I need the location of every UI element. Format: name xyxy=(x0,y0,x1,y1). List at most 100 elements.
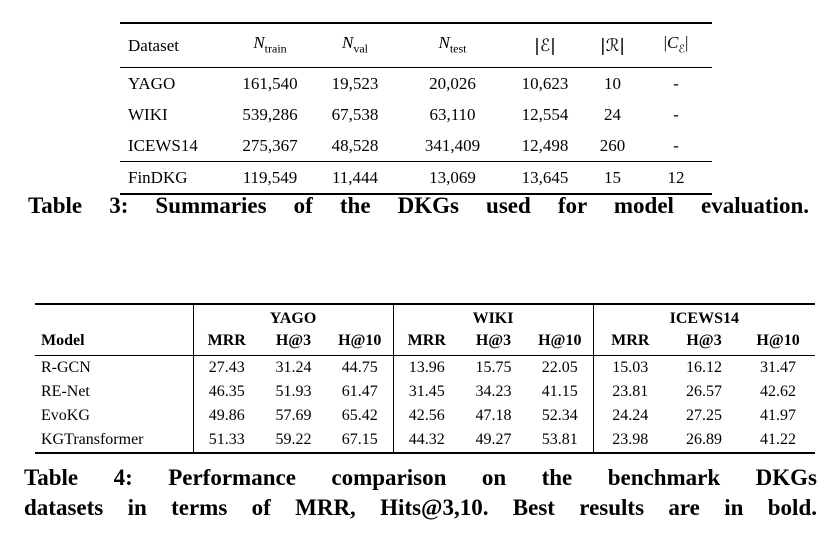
table4-row: R-GCN 27.43 31.24 44.75 13.96 15.75 22.05 15.03… xyxy=(35,355,815,380)
metric-header-h3: H@3 xyxy=(667,329,742,356)
entities-symbol: |ℰ| xyxy=(534,35,556,56)
metric-value-cell: 15.75 xyxy=(475,359,512,376)
metric-value-cell: 51.93 xyxy=(275,383,312,400)
dataset-stat-cell: - xyxy=(673,105,679,125)
metric-value-cell: 59.22 xyxy=(275,431,312,448)
metric-value-cell: 44.75 xyxy=(341,359,378,376)
table4-row: EvoKG 49.86 57.69 65.42 42.56 47.18 52.34 24.24… xyxy=(35,404,815,428)
metric-header-mrr: MRR xyxy=(592,329,668,356)
dataset-stat-cell: 275,367 xyxy=(242,136,298,156)
table4-row: KGTransformer 51.33 59.22 67.15 44.32 49.27 53… xyxy=(35,428,815,453)
metric-value-cell: 57.69 xyxy=(275,407,312,424)
metric-value-cell: 49.86 xyxy=(192,404,260,428)
table3-header-dataset: Dataset xyxy=(120,23,230,69)
metric-value-cell: 31.47 xyxy=(760,359,797,376)
metric-value-cell: 41.22 xyxy=(760,431,797,448)
table3-header-num-entities: |ℰ| xyxy=(505,23,585,69)
table3-header-nval: Nval xyxy=(310,23,400,69)
n-symbol: N xyxy=(341,33,354,52)
table3-body: YAGO 161,540 19,523 20,026 10,623 10 - WIKI 539,… xyxy=(120,68,712,195)
metric-value-cell: 31.45 xyxy=(392,380,461,404)
metric-value-cell: 47.18 xyxy=(475,407,512,424)
metric-value-cell: 51.33 xyxy=(192,428,260,453)
dataset-stat-cell: 13,069 xyxy=(400,161,505,195)
dataset-stat-cell: 12 xyxy=(640,161,712,195)
metric-value-cell: 34.23 xyxy=(475,383,512,400)
dataset-stat-cell: 539,286 xyxy=(242,105,298,125)
dataset-stat-cell: 67,538 xyxy=(331,105,379,125)
metric-value-cell: 22.05 xyxy=(541,359,578,376)
metric-value-cell: 65.42 xyxy=(341,407,378,424)
dataset-stat-cell: 341,409 xyxy=(424,136,481,156)
metric-value-cell: 23.81 xyxy=(592,380,668,404)
metric-value-cell: 52.34 xyxy=(541,407,578,424)
dataset-stat-cell: 119,549 xyxy=(230,161,310,195)
dataset-stat-cell: 48,528 xyxy=(331,136,379,156)
metric-value-cell: 27.25 xyxy=(686,407,723,424)
metric-header-h3: H@3 xyxy=(460,329,528,356)
metric-header-mrr: MRR xyxy=(192,329,260,356)
table3-row: YAGO 161,540 19,523 20,026 10,623 10 - xyxy=(120,68,712,100)
metric-value-cell: 41.97 xyxy=(760,407,797,424)
table4-caption-line2: datasets in terms of MRR, Hits@3,10. Bes… xyxy=(24,495,817,520)
table3-row: WIKI 539,286 67,538 63,110 12,554 24 - xyxy=(120,99,712,130)
metric-value-cell: 16.12 xyxy=(686,359,723,376)
table3-header-num-relations: |ℛ| xyxy=(585,23,640,69)
metric-header-mrr: MRR xyxy=(392,329,461,356)
model-name-cell: EvoKG xyxy=(41,407,90,424)
metric-value-cell: 13.96 xyxy=(392,355,461,380)
table4-metric-header-row: Model MRR H@3 H@10 MRR H@3 H@10 MRR H@3 … xyxy=(35,329,816,356)
metric-value-cell: 42.62 xyxy=(760,383,797,400)
group-header-yago: YAGO xyxy=(192,304,394,329)
dataset-stat-cell: - xyxy=(673,136,679,156)
dataset-stat-cell: - xyxy=(673,74,679,94)
table4-caption-line1: Table 4: Performance comparison on the b… xyxy=(24,465,817,490)
table4-caption: Table 4: Performance comparison on the b… xyxy=(24,463,817,523)
model-name-cell: RE-Net xyxy=(41,383,90,400)
metric-value-cell: 46.35 xyxy=(192,380,260,404)
metric-value-cell: 42.56 xyxy=(392,404,461,428)
dataset-name-cell: FinDKG xyxy=(120,161,230,195)
categories-subscript: ℰ xyxy=(678,42,685,56)
metric-value-cell: 44.32 xyxy=(392,428,461,453)
metric-header-h10: H@10 xyxy=(527,329,594,356)
table4-body: R-GCN 27.43 31.24 44.75 13.96 15.75 22.05 15.03… xyxy=(35,355,815,453)
metric-value-cell: 61.47 xyxy=(341,383,378,400)
metric-value-cell: 15.03 xyxy=(592,355,668,380)
table3-header-num-categories: |Cℰ| xyxy=(640,23,712,69)
metric-header-h10: H@10 xyxy=(741,329,816,356)
dataset-stat-cell: 12,498 xyxy=(521,136,569,156)
model-name-cell: KGTransformer xyxy=(41,431,144,448)
model-column-header: Model xyxy=(35,329,193,356)
metric-value-cell: 49.27 xyxy=(475,431,512,448)
table3-header-ntrain: Ntrain xyxy=(230,23,310,69)
metric-header-h10: H@10 xyxy=(327,329,394,356)
dataset-name-cell: ICEWS14 xyxy=(128,136,198,156)
dataset-stat-cell: 24 xyxy=(604,105,621,125)
model-name-cell: R-GCN xyxy=(41,359,91,376)
dataset-stat-cell: 11,444 xyxy=(310,161,400,195)
table4-benchmark-results: YAGO WIKI ICEWS14 Model MRR H@3 H@10 MRR… xyxy=(35,303,816,454)
table3-caption: Table 3: Summaries of the DKGs used for … xyxy=(28,191,809,221)
metric-header-h3: H@3 xyxy=(260,329,327,356)
dataset-name-cell: YAGO xyxy=(128,74,176,94)
pipe: | xyxy=(663,33,667,52)
pipe: | xyxy=(685,33,689,52)
metric-value-cell: 27.43 xyxy=(192,355,260,380)
metric-value-cell: 67.15 xyxy=(341,431,378,448)
train-subscript: train xyxy=(264,41,287,56)
dataset-stat-cell: 161,540 xyxy=(242,74,298,94)
dataset-stat-cell: 260 xyxy=(599,136,626,156)
dataset-stat-cell: 19,523 xyxy=(331,74,379,94)
table3-header-ntest: Ntest xyxy=(400,23,505,69)
table3-row: FinDKG 119,549 11,444 13,069 13,645 15 12 xyxy=(120,161,712,195)
metric-value-cell: 41.15 xyxy=(541,383,578,400)
dataset-stat-cell: 13,645 xyxy=(505,161,585,195)
table4-row: RE-Net 46.35 51.93 61.47 31.45 34.23 41.15 23.8… xyxy=(35,380,815,404)
metric-value-cell: 26.57 xyxy=(686,383,723,400)
dataset-stat-cell: 10 xyxy=(604,74,621,94)
table4-group-header-row: YAGO WIKI ICEWS14 xyxy=(35,304,816,329)
metric-value-cell: 53.81 xyxy=(541,431,578,448)
n-symbol: N xyxy=(253,33,265,52)
